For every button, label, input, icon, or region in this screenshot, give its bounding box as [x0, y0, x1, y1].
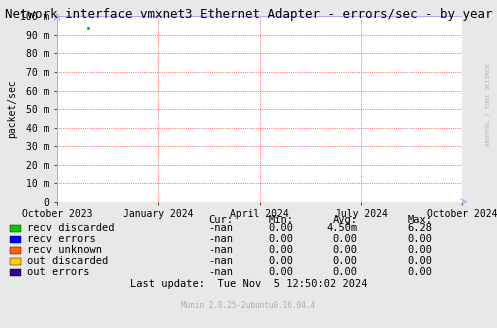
Text: -nan: -nan: [209, 245, 234, 255]
Text: 0.00: 0.00: [268, 267, 293, 277]
Text: Avg:: Avg:: [333, 215, 358, 225]
Text: -nan: -nan: [209, 267, 234, 277]
Text: 0.00: 0.00: [408, 267, 432, 277]
Text: 4.50m: 4.50m: [327, 223, 358, 233]
Text: RRDTOOL / TOBI OETIKER: RRDTOOL / TOBI OETIKER: [486, 64, 491, 146]
Text: 0.00: 0.00: [333, 267, 358, 277]
Text: recv unknown: recv unknown: [27, 245, 102, 255]
Text: recv errors: recv errors: [27, 234, 96, 244]
Text: 0.00: 0.00: [268, 245, 293, 255]
Text: 0.00: 0.00: [333, 256, 358, 266]
Text: -nan: -nan: [209, 234, 234, 244]
Text: 0.00: 0.00: [268, 223, 293, 233]
Text: 6.28: 6.28: [408, 223, 432, 233]
Text: 0.00: 0.00: [408, 245, 432, 255]
Text: 0.00: 0.00: [333, 234, 358, 244]
Text: recv discarded: recv discarded: [27, 223, 115, 233]
Text: Network interface vmxnet3 Ethernet Adapter - errors/sec - by year: Network interface vmxnet3 Ethernet Adapt…: [5, 8, 492, 21]
Text: Max:: Max:: [408, 215, 432, 225]
Text: Min:: Min:: [268, 215, 293, 225]
Text: Cur:: Cur:: [209, 215, 234, 225]
Text: 0.00: 0.00: [268, 256, 293, 266]
Text: -nan: -nan: [209, 256, 234, 266]
Text: 0.00: 0.00: [268, 234, 293, 244]
Text: Last update:  Tue Nov  5 12:50:02 2024: Last update: Tue Nov 5 12:50:02 2024: [130, 279, 367, 289]
Y-axis label: packet/sec: packet/sec: [7, 80, 17, 138]
Text: out errors: out errors: [27, 267, 90, 277]
Text: out discarded: out discarded: [27, 256, 108, 266]
Text: 0.00: 0.00: [408, 256, 432, 266]
Text: 0.00: 0.00: [408, 234, 432, 244]
Text: 0.00: 0.00: [333, 245, 358, 255]
Text: Munin 2.0.25-2ubuntu0.16.04.4: Munin 2.0.25-2ubuntu0.16.04.4: [181, 301, 316, 310]
Text: -nan: -nan: [209, 223, 234, 233]
